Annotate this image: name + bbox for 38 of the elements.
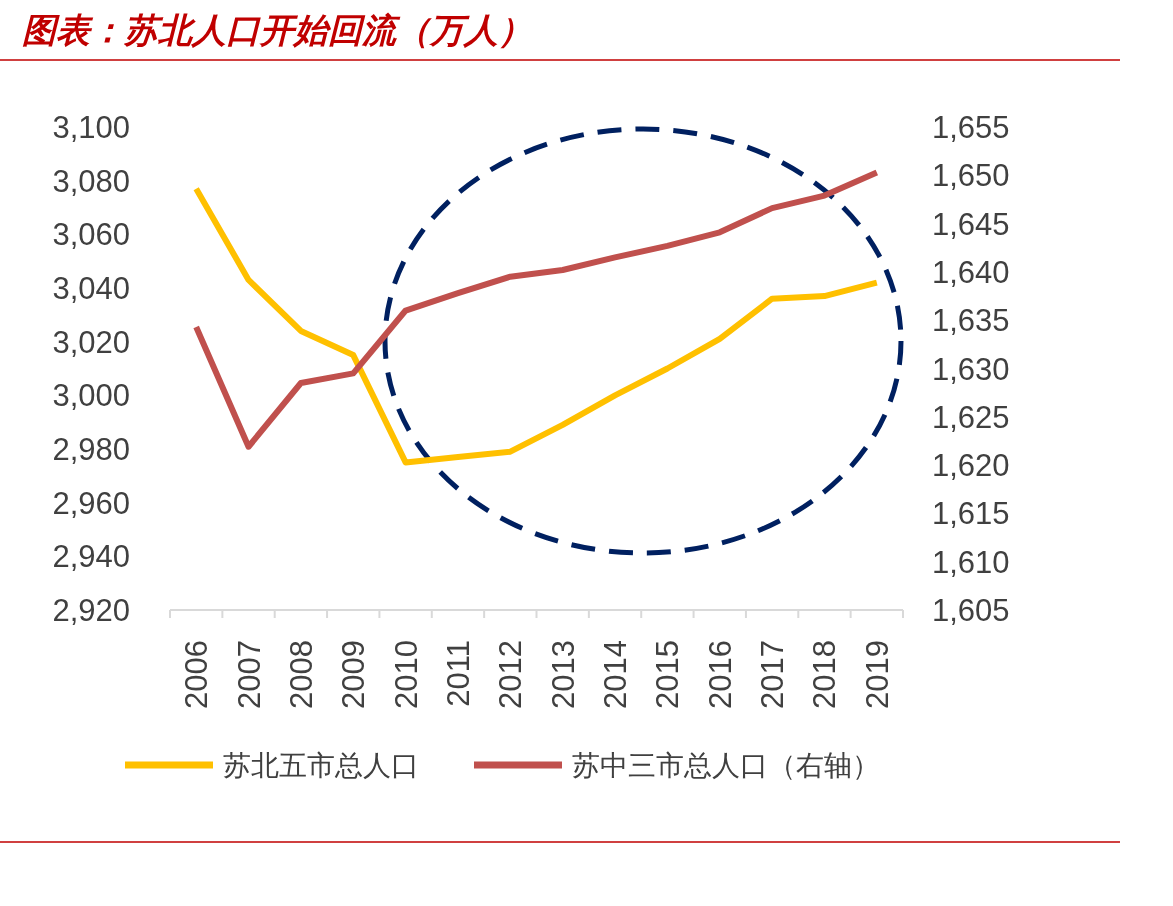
y2-tick-label: 1,605: [932, 593, 1010, 628]
y2-tick-label: 1,615: [932, 496, 1010, 532]
y2-tick-label: 1,650: [932, 158, 1010, 194]
y-tick-label: 3,100: [52, 110, 130, 145]
y-tick-label: 2,960: [52, 485, 130, 521]
y-tick-label: 2,920: [52, 593, 130, 628]
y2-tick-label: 1,620: [932, 448, 1010, 484]
y-tick-label: 3,060: [52, 217, 130, 253]
x-tick-label: 2014: [598, 640, 634, 709]
y-tick-label: 2,980: [52, 432, 130, 467]
x-tick-label: 2017: [755, 640, 791, 709]
x-tick-label: 2016: [702, 640, 738, 709]
x-tick-label: 2015: [650, 640, 686, 709]
x-tick-label: 2008: [283, 640, 319, 709]
y2-tick-label: 1,635: [932, 303, 1010, 339]
y2-tick-label: 1,640: [932, 254, 1010, 290]
x-tick-label: 2009: [336, 640, 372, 709]
y-tick-label: 3,000: [52, 378, 130, 414]
y-tick-label: 2,940: [52, 539, 130, 575]
x-tick-label: 2019: [859, 640, 895, 709]
legend-label: 苏北五市总人口: [223, 749, 419, 782]
y2-tick-label: 1,655: [932, 110, 1010, 145]
y2-tick-label: 1,610: [932, 544, 1010, 580]
y2-tick-label: 1,645: [932, 206, 1010, 242]
x-tick-label: 2010: [388, 640, 424, 709]
legend-label: 苏中三市总人口（右轴）: [572, 749, 880, 782]
x-tick-label: 2018: [807, 640, 843, 709]
x-tick-label: 2012: [493, 640, 529, 709]
chart-title: 图表：苏北人口开始回流（万人）: [22, 10, 532, 50]
y2-tick-label: 1,625: [932, 399, 1010, 435]
y-tick-label: 3,040: [52, 271, 130, 306]
y-tick-label: 3,020: [52, 324, 130, 360]
x-tick-label: 2011: [440, 640, 476, 707]
x-tick-label: 2007: [231, 640, 267, 709]
y2-tick-label: 1,630: [932, 351, 1010, 387]
y-tick-label: 3,080: [52, 163, 130, 199]
x-tick-label: 2013: [545, 640, 581, 709]
x-tick-label: 2006: [179, 640, 215, 709]
